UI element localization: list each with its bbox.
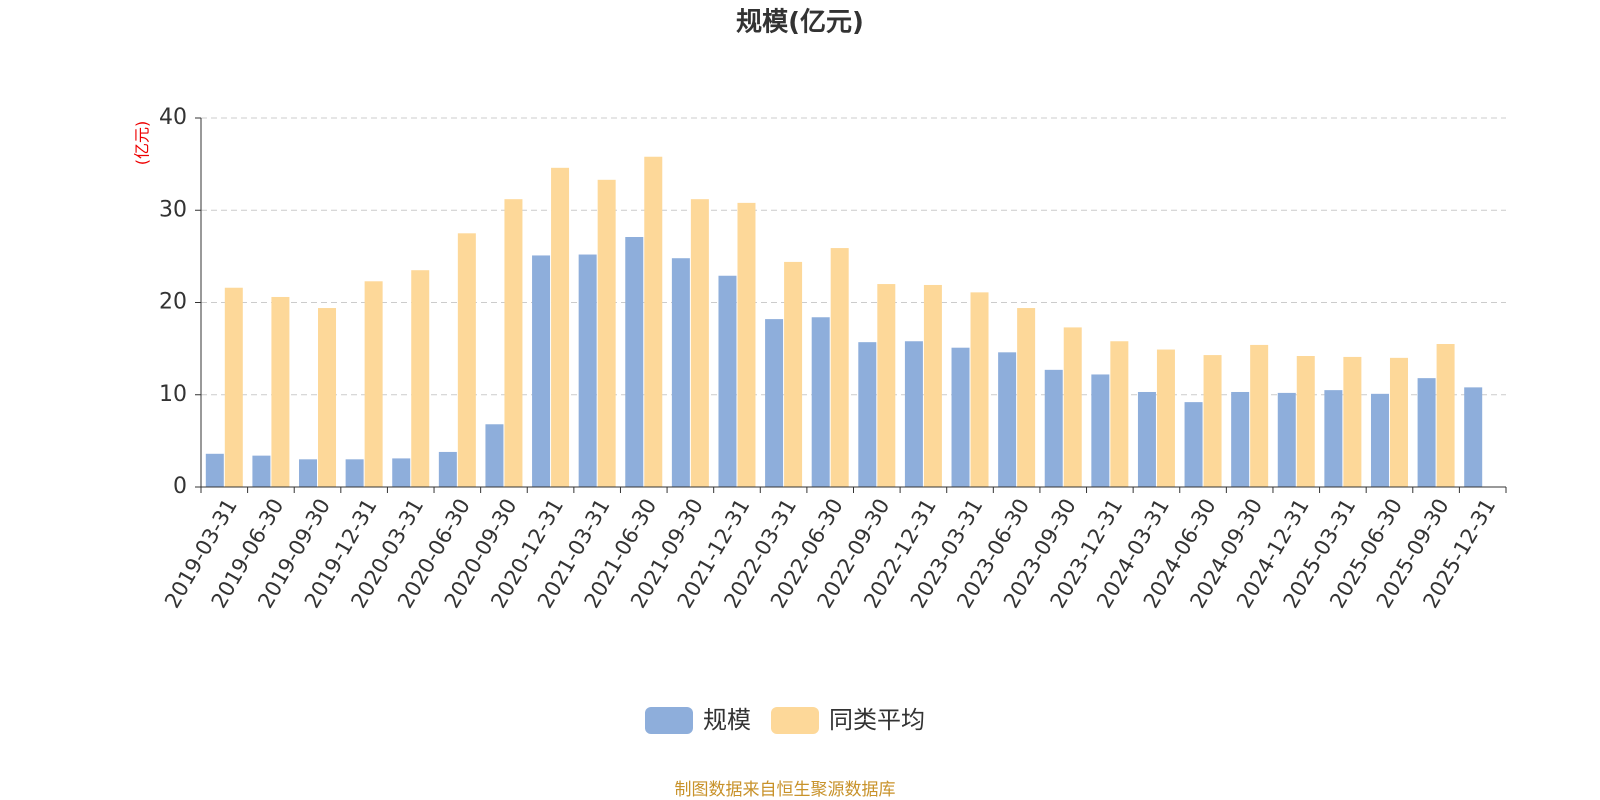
bar xyxy=(998,352,1017,487)
bar xyxy=(1464,387,1483,487)
bar xyxy=(224,287,243,487)
bar xyxy=(858,342,877,487)
legend-label: 规模 xyxy=(703,706,751,734)
bar xyxy=(765,319,784,487)
bar xyxy=(299,459,318,487)
bar xyxy=(1203,355,1222,487)
bar xyxy=(318,308,337,487)
bar xyxy=(830,248,849,487)
bar xyxy=(1389,357,1408,487)
bar xyxy=(1231,391,1250,487)
bar xyxy=(485,424,504,487)
bar xyxy=(923,284,942,487)
bar xyxy=(1110,341,1129,487)
bar xyxy=(551,167,570,487)
bar xyxy=(737,202,756,487)
bar xyxy=(644,156,663,487)
bar xyxy=(1184,402,1203,487)
bar xyxy=(364,281,383,487)
bar xyxy=(625,237,644,487)
bar xyxy=(1343,356,1362,487)
bar xyxy=(578,254,597,487)
y-tick-label: 10 xyxy=(159,382,187,407)
legend-label: 同类平均 xyxy=(829,706,925,734)
bar xyxy=(411,270,430,487)
y-tick-label: 20 xyxy=(159,290,187,315)
bar xyxy=(1017,308,1036,487)
bar xyxy=(345,459,364,487)
chart-title: 规模(亿元) xyxy=(736,8,864,38)
y-tick-label: 0 xyxy=(173,474,187,499)
legend-swatch xyxy=(645,707,693,734)
bar xyxy=(1296,356,1315,487)
bar xyxy=(951,347,970,487)
y-tick-label: 40 xyxy=(159,105,187,130)
bar xyxy=(1417,378,1436,487)
bar xyxy=(1156,349,1175,487)
bar xyxy=(970,292,989,487)
bar xyxy=(671,258,690,487)
bar xyxy=(811,317,830,487)
bar xyxy=(271,296,290,487)
bar xyxy=(1277,392,1296,487)
bar xyxy=(1324,390,1343,487)
y-tick-label: 30 xyxy=(159,197,187,222)
bar xyxy=(1370,393,1389,487)
bar xyxy=(205,453,224,487)
bar xyxy=(877,284,896,487)
y-axis-label: (亿元) xyxy=(133,121,152,166)
bar xyxy=(457,233,476,487)
bar xyxy=(784,261,803,487)
bar xyxy=(718,275,737,487)
bar xyxy=(1436,344,1455,487)
bar xyxy=(1137,391,1156,487)
bar xyxy=(1063,327,1082,487)
bar xyxy=(1250,344,1269,487)
legend-swatch xyxy=(771,707,819,734)
bar xyxy=(504,199,523,487)
bar xyxy=(1044,369,1063,487)
bar xyxy=(690,199,709,487)
bar xyxy=(1091,374,1110,487)
bar xyxy=(904,341,923,487)
bar xyxy=(438,451,457,487)
bar xyxy=(597,179,616,487)
source-note: 制图数据来自恒生聚源数据库 xyxy=(675,780,896,800)
bar xyxy=(252,455,271,487)
bar xyxy=(392,458,411,487)
bar xyxy=(532,255,551,487)
